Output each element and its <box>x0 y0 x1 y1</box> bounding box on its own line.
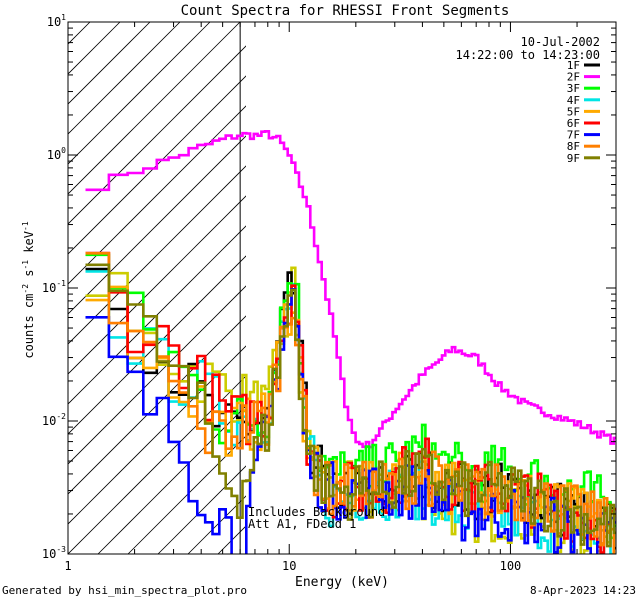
hatch-line <box>68 75 246 255</box>
chart-title: Count Spectra for RHESSI Front Segments <box>181 3 510 19</box>
x-tick-label: 100 <box>500 559 522 573</box>
legend-label: 2F <box>567 71 580 84</box>
y-tick-label: 10-3 <box>42 545 66 561</box>
hatch-line <box>68 22 121 75</box>
background-annotation: Includes Background <box>248 505 385 519</box>
hatch-line <box>68 22 181 135</box>
legend-label: 3F <box>567 82 580 95</box>
hatch-line <box>68 135 246 315</box>
hatch-line <box>97 405 246 554</box>
plot-frame <box>67 21 617 555</box>
hatch-line <box>68 225 246 405</box>
hatch-line <box>68 255 246 435</box>
legend-label: 5F <box>567 105 580 118</box>
series-line <box>85 263 616 548</box>
legend-label: 9F <box>567 152 580 165</box>
y-tick-label: 101 <box>47 13 66 29</box>
x-axis-label: Energy (keV) <box>295 575 389 590</box>
hatch-line <box>68 195 246 375</box>
y-tick-label: 10-1 <box>42 279 66 295</box>
attenuator-annotation: Att A1, FDedd 1 <box>248 517 356 531</box>
x-tick-label: 1 <box>64 559 71 573</box>
date-label: 10-Jul-2002 <box>521 35 600 49</box>
legend-label: 4F <box>567 94 580 107</box>
axis-ticks: 1 10 100 10-3 10-2 10-1 100 101 <box>42 13 617 573</box>
hatch-line <box>68 285 246 465</box>
plot-date-footer: 8-Apr-2023 14:23 <box>530 584 636 597</box>
hatch-line <box>68 165 246 345</box>
hatch-line <box>68 22 241 195</box>
legend-label: 8F <box>567 140 580 153</box>
hatch-line <box>68 315 246 495</box>
time-range-label: 14:22:00 to 14:23:00 <box>456 48 601 62</box>
x-tick-label: 10 <box>282 559 296 573</box>
hatch-line <box>68 375 246 554</box>
y-tick-label: 10-2 <box>42 412 66 428</box>
y-tick-label: 100 <box>47 146 66 162</box>
hatch-line <box>127 435 246 554</box>
legend-label: 7F <box>567 129 580 142</box>
y-axis-label: counts cm-2 s-1 keV-1 <box>21 221 36 358</box>
hatch-line <box>68 22 211 165</box>
hatch-line <box>68 105 246 285</box>
series-line <box>85 130 616 449</box>
series-layer <box>85 130 616 554</box>
legend-label: 6F <box>567 117 580 130</box>
legend-label: 1F <box>567 59 580 72</box>
hatch-line <box>68 345 246 525</box>
generator-footer: Generated by hsi_min_spectra_plot.pro <box>2 584 247 597</box>
hatch-line <box>68 45 246 225</box>
